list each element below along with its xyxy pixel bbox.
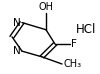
Text: CH₃: CH₃ [63, 59, 81, 69]
Text: HCl: HCl [76, 23, 96, 36]
Text: N: N [13, 46, 20, 56]
Text: N: N [13, 18, 20, 28]
Text: F: F [71, 39, 77, 49]
Text: OH: OH [38, 2, 54, 12]
